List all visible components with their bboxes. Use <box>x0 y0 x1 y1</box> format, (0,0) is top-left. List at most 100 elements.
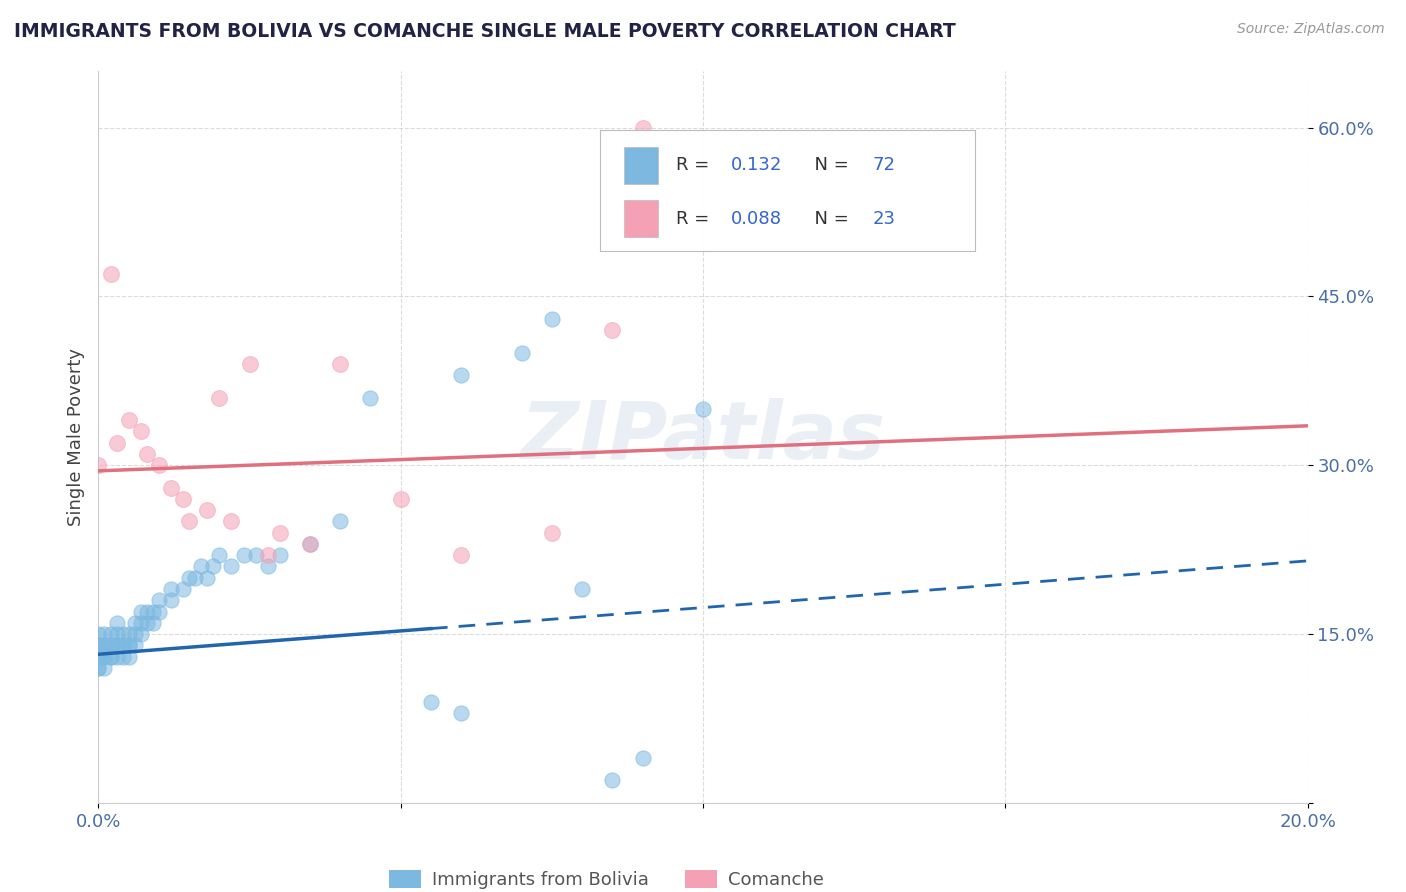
Point <box>239 357 262 371</box>
Point <box>540 525 562 540</box>
Point <box>540 312 562 326</box>
FancyBboxPatch shape <box>624 147 658 184</box>
Point <box>87 649 110 664</box>
Point <box>160 593 183 607</box>
Point <box>87 649 110 664</box>
Point <box>100 649 122 664</box>
Point <box>105 627 128 641</box>
Point <box>111 649 134 664</box>
Point <box>160 582 183 596</box>
Point <box>232 548 254 562</box>
Point <box>602 773 624 788</box>
Point <box>93 638 115 652</box>
Point <box>221 515 243 529</box>
Point <box>124 627 146 641</box>
Point <box>299 537 322 551</box>
Text: IMMIGRANTS FROM BOLIVIA VS COMANCHE SINGLE MALE POVERTY CORRELATION CHART: IMMIGRANTS FROM BOLIVIA VS COMANCHE SING… <box>14 22 956 41</box>
Point <box>105 638 128 652</box>
Text: ZIPatlas: ZIPatlas <box>520 398 886 476</box>
Point <box>135 605 157 619</box>
Point <box>450 368 472 383</box>
Point <box>93 638 115 652</box>
Legend: Immigrants from Bolivia, Comanche: Immigrants from Bolivia, Comanche <box>381 863 831 892</box>
Point <box>118 413 141 427</box>
Point <box>208 548 231 562</box>
Point <box>172 491 194 506</box>
Point <box>124 615 146 630</box>
Point <box>160 481 183 495</box>
Text: N =: N = <box>803 156 855 174</box>
Point <box>269 525 291 540</box>
Point <box>202 559 225 574</box>
Point <box>692 401 714 416</box>
Text: 0.088: 0.088 <box>731 210 782 227</box>
FancyBboxPatch shape <box>624 201 658 237</box>
Point <box>329 515 352 529</box>
Point <box>135 447 157 461</box>
Point <box>87 649 110 664</box>
Point <box>93 649 115 664</box>
Point <box>221 559 243 574</box>
Point <box>389 491 412 506</box>
Point <box>111 638 134 652</box>
FancyBboxPatch shape <box>600 130 976 251</box>
Point <box>124 638 146 652</box>
Point <box>190 559 212 574</box>
Point <box>118 649 141 664</box>
Point <box>93 627 115 641</box>
Point <box>111 627 134 641</box>
Point <box>118 627 141 641</box>
Point <box>87 661 110 675</box>
Point <box>93 649 115 664</box>
Point <box>208 391 231 405</box>
Text: 0.132: 0.132 <box>731 156 782 174</box>
Point <box>87 627 110 641</box>
Text: Source: ZipAtlas.com: Source: ZipAtlas.com <box>1237 22 1385 37</box>
Point <box>87 638 110 652</box>
Point <box>179 571 201 585</box>
Text: N =: N = <box>803 210 855 227</box>
Point <box>105 638 128 652</box>
Point <box>100 627 122 641</box>
Point <box>100 649 122 664</box>
Point <box>142 615 165 630</box>
Point <box>631 751 654 765</box>
Point <box>105 649 128 664</box>
Point <box>87 649 110 664</box>
Point <box>129 605 152 619</box>
Point <box>510 345 533 359</box>
Text: 23: 23 <box>872 210 896 227</box>
Point <box>269 548 291 562</box>
Point <box>631 120 654 135</box>
Point <box>148 458 170 473</box>
Point <box>195 571 218 585</box>
Point <box>299 537 322 551</box>
Point <box>329 357 352 371</box>
Point <box>87 638 110 652</box>
Point <box>87 638 110 652</box>
Point <box>100 638 122 652</box>
Text: R =: R = <box>676 156 716 174</box>
Point <box>420 694 443 708</box>
Point <box>105 615 128 630</box>
Point <box>184 571 207 585</box>
Point <box>602 323 624 337</box>
Point <box>172 582 194 596</box>
Point <box>450 548 472 562</box>
Point <box>100 638 122 652</box>
Point <box>148 605 170 619</box>
Point <box>93 661 115 675</box>
Point <box>179 515 201 529</box>
Point <box>142 605 165 619</box>
Point <box>450 706 472 720</box>
Text: 72: 72 <box>872 156 896 174</box>
Y-axis label: Single Male Poverty: Single Male Poverty <box>66 348 84 526</box>
Point <box>129 615 152 630</box>
Point <box>129 425 152 439</box>
Point <box>195 503 218 517</box>
Point <box>360 391 382 405</box>
Point <box>111 638 134 652</box>
Point <box>135 615 157 630</box>
Point <box>118 638 141 652</box>
Point <box>571 582 593 596</box>
